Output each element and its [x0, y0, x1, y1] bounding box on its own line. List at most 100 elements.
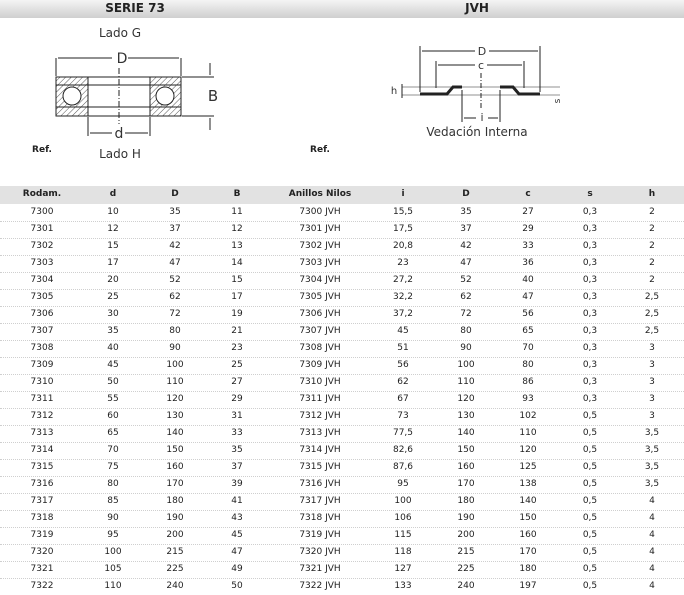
cell: 0,3: [582, 241, 598, 251]
cell: 36: [522, 258, 534, 268]
cell: 110: [104, 581, 122, 591]
cell: 7311 JVH: [299, 394, 341, 404]
cell: 7317 JVH: [299, 496, 341, 506]
row-separator: [0, 221, 684, 222]
cell: 7306 JVH: [299, 309, 341, 319]
label: D: [117, 51, 128, 67]
cell: 120: [457, 394, 475, 404]
cell: 120: [519, 445, 537, 455]
cell: 7311: [30, 394, 54, 404]
label: Lado G: [99, 26, 141, 40]
cell: 110: [457, 377, 475, 387]
cell: 70: [107, 445, 119, 455]
cell: 240: [166, 581, 184, 591]
cell: 180: [519, 564, 537, 574]
cell: 3,5: [644, 479, 660, 489]
row-separator: [0, 578, 684, 579]
cell: 7312: [30, 411, 54, 421]
cell: 17: [107, 258, 119, 268]
cell: 90: [169, 343, 181, 353]
cell: 55: [107, 394, 119, 404]
cell: 7303 JVH: [299, 258, 341, 268]
cell: 40: [522, 275, 534, 285]
cell: 40: [107, 343, 119, 353]
cell: 21: [231, 326, 243, 336]
cell: 15: [231, 275, 243, 285]
cell: 110: [166, 377, 184, 387]
cell: 110: [519, 428, 537, 438]
cell: 7316 JVH: [299, 479, 341, 489]
row-separator: [0, 289, 684, 290]
cell: 7315: [30, 462, 54, 472]
row-separator: [0, 527, 684, 528]
cell: 130: [166, 411, 184, 421]
cell: 35: [107, 326, 119, 336]
cell: 7309: [30, 360, 54, 370]
cell: 170: [457, 479, 475, 489]
cell: 56: [397, 360, 409, 370]
cell: 2: [649, 275, 655, 285]
cell: 67: [397, 394, 409, 404]
cell: 7304: [30, 275, 54, 285]
cell: 197: [519, 581, 537, 591]
cell: 0,3: [582, 224, 598, 234]
row-separator: [0, 510, 684, 511]
cell: 35: [231, 445, 243, 455]
cell: 0,3: [582, 309, 598, 319]
label: c: [478, 59, 484, 72]
cell: 0,5: [582, 513, 598, 523]
cell: 0,3: [582, 377, 598, 387]
cell: 4: [649, 547, 655, 557]
cell: 47: [460, 258, 472, 268]
cell: 51: [397, 343, 409, 353]
cell: 7318: [30, 513, 54, 523]
cell: 7313 JVH: [299, 428, 341, 438]
cell: 3: [649, 360, 655, 370]
cell: 7316: [30, 479, 54, 489]
cell: 35: [460, 207, 472, 217]
cell: 160: [457, 462, 475, 472]
cell: 85: [107, 496, 119, 506]
cell: 4: [649, 496, 655, 506]
cell: 225: [166, 564, 184, 574]
label: d: [115, 126, 124, 142]
cell: 120: [166, 394, 184, 404]
row-separator: [0, 459, 684, 460]
caption: Vedación Interna: [426, 125, 527, 139]
cell: 20: [107, 275, 119, 285]
cell: 52: [169, 275, 181, 285]
cell: 7320: [30, 547, 54, 557]
cell: 47: [522, 292, 534, 302]
cell: 17,5: [392, 224, 414, 234]
cell: 65: [522, 326, 534, 336]
label: i: [480, 111, 483, 124]
cell: 4: [649, 530, 655, 540]
row-separator: [0, 306, 684, 307]
cell: 240: [457, 581, 475, 591]
cell: 33: [231, 428, 243, 438]
cell: 47: [169, 258, 181, 268]
cell: 42: [169, 241, 181, 251]
cell: 2: [649, 207, 655, 217]
row-separator: [0, 408, 684, 409]
cell: 19: [231, 309, 243, 319]
cell: 2,5: [644, 309, 660, 319]
cell: 3: [649, 343, 655, 353]
cell: 80: [460, 326, 472, 336]
cell: 215: [166, 547, 184, 557]
label: D: [478, 45, 486, 58]
row-separator: [0, 425, 684, 426]
row-separator: [0, 255, 684, 256]
cell: 62: [397, 377, 409, 387]
column-header: B: [233, 189, 241, 199]
cell: 4: [649, 581, 655, 591]
header-left: SERIE 73: [105, 1, 165, 15]
cell: 23: [397, 258, 409, 268]
cell: 29: [522, 224, 534, 234]
cell: 37: [169, 224, 181, 234]
cell: 7318 JVH: [299, 513, 341, 523]
cell: 27: [522, 207, 534, 217]
cell: 35: [169, 207, 181, 217]
row-separator: [0, 493, 684, 494]
cell: 52: [460, 275, 472, 285]
